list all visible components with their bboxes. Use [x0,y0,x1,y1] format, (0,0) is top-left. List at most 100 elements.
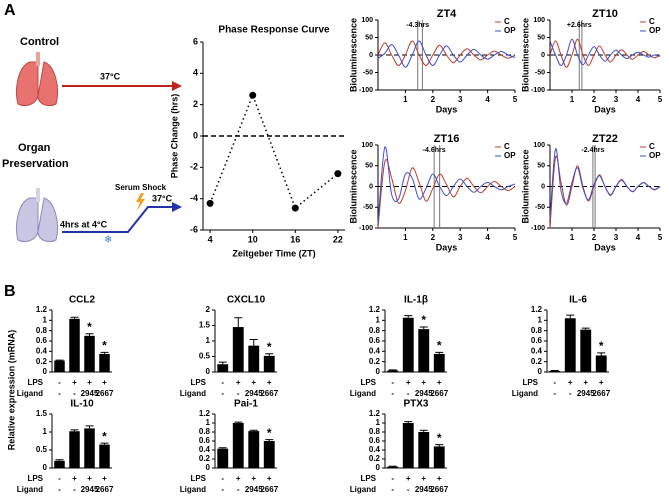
x-tick-label: 2667 [260,389,278,398]
series-line [549,148,661,220]
x-tick-label: - [58,378,61,387]
x-tick-label: 2945 [577,389,595,398]
y-tick-label: 0.6 [369,336,381,345]
row-label: LPS [190,378,206,387]
y-tick-label: -100 [531,225,545,232]
y-tick-label: 100 [533,142,545,149]
error-bar [581,327,590,330]
error-bar [404,421,413,423]
y-tick-label: 0 [193,130,198,140]
y-tick-label: 1 [538,315,543,324]
bar [84,335,95,372]
bar [433,446,445,468]
x-tick-label: 5 [513,233,518,242]
y-tick-label: 1.2 [36,305,48,314]
y-tick-label: 0.2 [369,454,381,463]
error-bar [100,442,109,445]
x-tick-label: - [73,389,76,398]
lungs [16,61,58,107]
x-tick-label: - [391,474,394,483]
error-bar [55,459,64,461]
chart-title: CXCL10 [227,295,266,306]
y-tick-label: 0.6 [36,336,48,345]
error-bar [85,425,94,429]
x-tick-label: 1 [403,233,408,242]
y-tick-label: 0.4 [199,445,211,454]
y-tick-label: 0.6 [369,436,381,445]
x-tick-label: 2945 [245,485,263,494]
y-tick-label: 0.6 [531,336,543,345]
x-tick-label: - [391,485,394,494]
x-tick-label: 2945 [81,389,99,398]
series-line [549,155,661,229]
bar [549,370,561,372]
y-tick-label: 0.8 [531,326,543,335]
x-tick-label: + [102,378,107,387]
legend-label: OP [504,26,516,35]
y-tick-label: 0 [43,367,48,376]
x-tick-label: + [236,474,241,483]
x-tick-label: 2667 [592,389,610,398]
error-bar [85,333,94,336]
error-bar [218,447,227,449]
y-tick-label: 0.4 [369,445,381,454]
y-tick-label: 1 [43,427,48,436]
y-tick-label: 6 [193,36,198,46]
x-tick-label: + [437,378,442,387]
bar [418,432,430,468]
annotation: -4.3hrs [406,22,429,29]
y-tick-label: 0.8 [36,326,48,335]
x-tick-label: - [553,389,556,398]
x-tick-label: 2667 [260,485,278,494]
x-axis-label: Days [436,104,458,114]
x-tick-label: + [406,474,411,483]
x-tick-label: + [87,474,92,483]
x-axis-label: Days [436,242,458,252]
y-tick-label: 0 [376,367,381,376]
y-tick-label: -100 [531,87,545,94]
label: 37°C [152,193,173,203]
y-axis-label: Bioluminescence [348,149,358,223]
error-bar [249,338,258,346]
x-axis-label: Zeitgeber Time (ZT) [232,248,315,258]
significance-star: * [437,431,442,445]
row-label: LPS [522,378,538,387]
x-tick-label: + [583,378,588,387]
point [249,91,257,99]
chart-title: PTX3 [403,399,428,410]
legend-label: OP [649,26,661,35]
chart-title: ZT10 [592,8,618,20]
row-label: Ligand [512,389,538,398]
series-line [377,40,516,68]
y-tick-label: -50 [535,204,545,211]
x-tick-label: - [237,389,240,398]
x-tick-label: - [569,389,572,398]
row-label: Ligand [17,389,43,398]
bar [387,370,399,372]
y-tick-label: 0.4 [531,346,543,355]
y-tick-label: -4 [190,193,198,203]
x-tick-label: + [102,474,107,483]
x-tick-label: - [58,389,61,398]
x-axis-label: Days [594,104,616,114]
y-tick-label: 1 [206,418,211,427]
chart-title: IL-6 [569,295,587,306]
annotation: -2.4hrs [581,147,604,154]
x-tick-label: 4 [208,234,213,244]
x-tick-label: + [406,378,411,387]
x-tick-label: - [237,485,240,494]
significance-star: * [421,313,426,327]
point [334,170,342,178]
label: 37°C [100,71,121,81]
chart-title: IL-10 [70,399,94,410]
bar [232,423,244,468]
x-tick-label: + [421,378,426,387]
trachea [36,188,40,202]
x-tick-label: 2667 [430,485,448,494]
error-bar [70,316,79,319]
lungs [16,197,58,243]
y-tick-label: -100 [359,87,373,94]
point [291,204,299,212]
error-bar [234,317,243,328]
point [206,199,214,207]
